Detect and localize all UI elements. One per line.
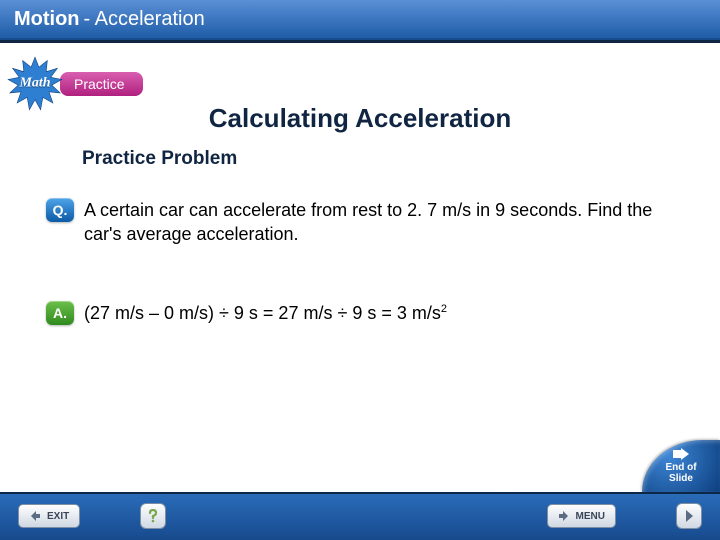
help-icon [147, 509, 159, 523]
header-rule [0, 40, 720, 43]
chevron-right-icon [684, 510, 694, 522]
help-button[interactable] [140, 503, 166, 529]
header-title: Motion [14, 8, 80, 31]
end-line1: End of [665, 462, 696, 473]
next-button[interactable] [676, 503, 702, 529]
question-block: Q. A certain car can accelerate from res… [46, 198, 660, 247]
footer-right: MENU [547, 503, 702, 529]
end-text: End of Slide [665, 462, 696, 484]
menu-label: MENU [576, 511, 605, 522]
header-subtitle: - Acceleration [84, 8, 205, 31]
menu-icon [558, 510, 570, 522]
q-label: Q. [53, 202, 68, 218]
math-badge: Math [4, 61, 66, 107]
header-bar: Motion - Acceleration [0, 0, 720, 40]
answer-pre: (27 m/s – 0 m/s) ÷ 9 s = 27 m/s ÷ 9 s = … [84, 303, 441, 323]
slide-title: Calculating Acceleration [0, 103, 720, 134]
end-line2: Slide [669, 473, 693, 484]
answer-text: (27 m/s – 0 m/s) ÷ 9 s = 27 m/s ÷ 9 s = … [84, 301, 447, 325]
answer-block: A. (27 m/s – 0 m/s) ÷ 9 s = 27 m/s ÷ 9 s… [46, 301, 660, 325]
menu-button[interactable]: MENU [547, 504, 616, 528]
math-badge-label: Math [19, 75, 50, 91]
footer-left: EXIT [18, 503, 166, 529]
badge-row: Math Practice [0, 61, 720, 107]
exit-icon [29, 510, 41, 522]
arrow-right-icon [673, 448, 689, 460]
practice-pill: Practice [60, 72, 143, 96]
exit-label: EXIT [47, 511, 69, 522]
slide-subheading: Practice Problem [82, 148, 720, 170]
exit-button[interactable]: EXIT [18, 504, 80, 528]
a-label: A. [53, 305, 67, 321]
answer-badge: A. [46, 301, 74, 325]
practice-label: Practice [74, 76, 125, 92]
end-of-slide-badge[interactable]: End of Slide [642, 440, 720, 492]
footer-bar: EXIT MENU [0, 492, 720, 540]
answer-sup: 2 [441, 303, 447, 315]
question-text: A certain car can accelerate from rest t… [84, 198, 660, 247]
question-badge: Q. [46, 198, 74, 222]
